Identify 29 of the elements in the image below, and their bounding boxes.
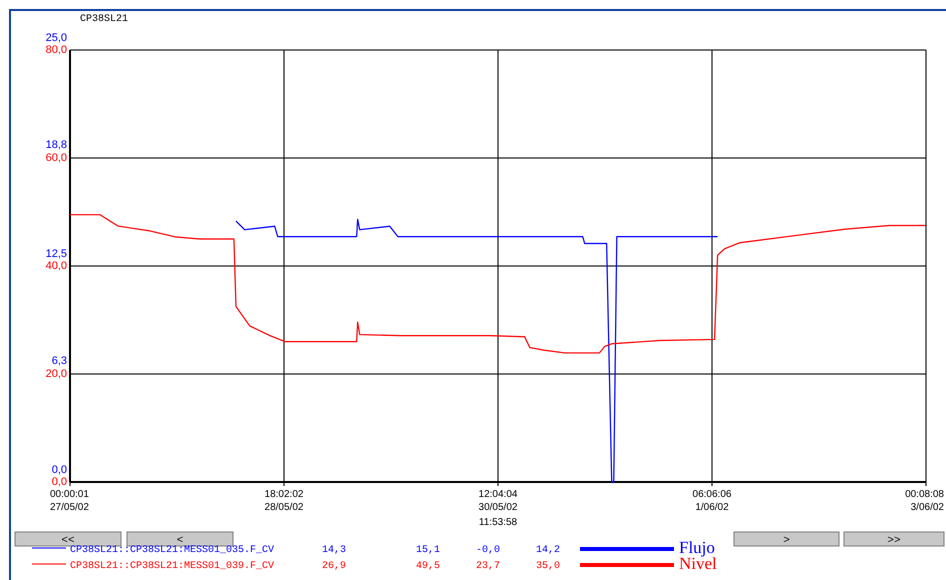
scroll-button: >> (844, 532, 944, 547)
chart-title: CP38SL21 (80, 14, 128, 25)
text: CP38SL21::CP38SL21:MESS01_035.F_CV (70, 545, 274, 556)
x-tick-label: 18:02:02 28/05/02 (264, 489, 304, 513)
scroll-button: > (734, 532, 840, 547)
y2-tick-label: 25,0 (46, 32, 67, 44)
y-tick-label: 60,0 (46, 152, 67, 164)
text: Flujo (679, 538, 715, 557)
y-tick-label: 20,0 (46, 368, 67, 380)
y-tick-label: 0,0 (52, 476, 67, 488)
y-tick-label: 40,0 (46, 260, 67, 272)
text: 15,1 (416, 545, 440, 556)
text: CP38SL21::CP38SL21:MESS01_039.F_CV (70, 561, 274, 572)
text: 49,5 (416, 561, 440, 572)
text: -0,0 (476, 545, 500, 556)
text: 26,9 (322, 561, 346, 572)
text: 11:53:58 (478, 517, 518, 528)
y-tick-label: 80,0 (46, 44, 67, 56)
y2-tick-label: 18,8 (46, 139, 67, 152)
x-tick-label: 06:06:06 1/06/02 (692, 489, 732, 513)
x-tick-label: 00:08:08 3/06/02 (905, 489, 944, 513)
y2-tick-label: 6,3 (52, 355, 67, 368)
x-tick-label: 00:00:01 27/05/02 (50, 489, 90, 513)
x-tick-label: 12:04:04 30/05/02 (478, 489, 518, 513)
text: 14,3 (322, 545, 346, 556)
text: 14,2 (536, 545, 560, 556)
text: 23,7 (476, 561, 500, 572)
text: 35,0 (536, 561, 560, 572)
y2-tick-label: 12,5 (46, 248, 67, 260)
